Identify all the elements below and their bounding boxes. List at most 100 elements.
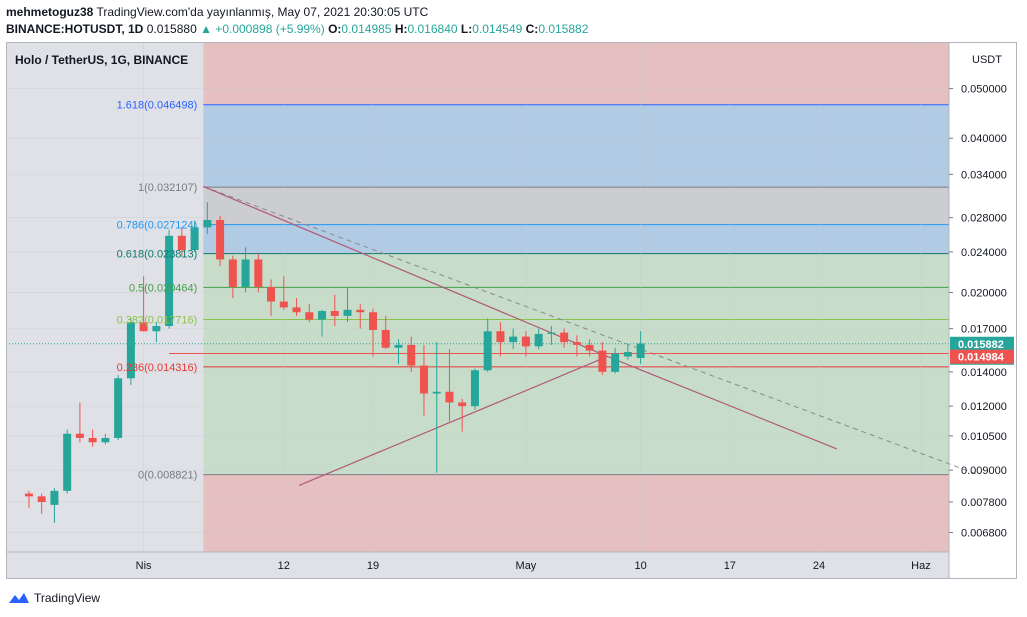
candle[interactable] bbox=[343, 286, 352, 323]
candle[interactable] bbox=[177, 227, 186, 257]
candle-body bbox=[228, 259, 237, 287]
candle[interactable] bbox=[636, 331, 645, 365]
candle[interactable] bbox=[63, 429, 72, 494]
candle[interactable] bbox=[458, 398, 467, 432]
candle[interactable] bbox=[190, 221, 199, 252]
candle[interactable] bbox=[381, 315, 390, 350]
candle-body bbox=[394, 344, 403, 348]
candle-body bbox=[152, 326, 161, 332]
fib-zone bbox=[203, 474, 949, 552]
close-label: C: bbox=[525, 22, 539, 36]
candle[interactable] bbox=[75, 402, 84, 443]
candle-body bbox=[24, 493, 33, 497]
fib-zone bbox=[203, 42, 949, 105]
candle[interactable] bbox=[203, 202, 212, 235]
candle-body bbox=[177, 235, 186, 251]
projected-trend-line[interactable] bbox=[607, 355, 838, 450]
candle-body bbox=[254, 259, 263, 287]
fib-level-label: 0.5(0.020464) bbox=[129, 282, 198, 294]
candle[interactable] bbox=[572, 335, 581, 357]
candle[interactable] bbox=[88, 429, 97, 447]
support-trend-line[interactable] bbox=[298, 355, 608, 487]
candle-body bbox=[37, 496, 46, 502]
candle[interactable] bbox=[356, 303, 365, 329]
symbol-info: BINANCE:HOTUSDT, 1D 0.015880 ▲ +0.000898… bbox=[6, 22, 588, 36]
candle-body bbox=[241, 259, 250, 287]
candle[interactable] bbox=[37, 493, 46, 514]
candle[interactable] bbox=[509, 328, 518, 350]
candle[interactable] bbox=[279, 276, 288, 310]
publish-info: mehmetoguz38 TradingView.com'da yayınlan… bbox=[6, 5, 428, 19]
candle-body bbox=[470, 370, 479, 407]
low-value: 0.014549 bbox=[472, 22, 523, 36]
candle[interactable] bbox=[216, 216, 225, 267]
candle-body bbox=[305, 312, 314, 320]
y-tick-label: 0.028000 bbox=[961, 213, 1007, 225]
candle[interactable] bbox=[50, 488, 59, 523]
candle[interactable] bbox=[101, 433, 110, 445]
price-tag-bg bbox=[950, 349, 1014, 364]
fib-level-label: 0.236(0.014316) bbox=[117, 362, 198, 374]
y-tick-label: 0.020000 bbox=[961, 287, 1007, 299]
candle[interactable] bbox=[470, 368, 479, 410]
candle[interactable] bbox=[534, 328, 543, 350]
candle-body bbox=[521, 336, 530, 347]
candle-body bbox=[623, 352, 632, 357]
y-tick-label: 0.040000 bbox=[961, 133, 1007, 145]
candle[interactable] bbox=[292, 298, 301, 316]
candle-body bbox=[75, 433, 84, 438]
candle[interactable] bbox=[24, 490, 33, 508]
candle[interactable] bbox=[521, 331, 530, 357]
candle[interactable] bbox=[139, 276, 148, 332]
candle[interactable] bbox=[369, 308, 378, 357]
candle-body bbox=[203, 219, 212, 228]
y-tick-label: 0.010500 bbox=[961, 431, 1007, 443]
footer: TradingView bbox=[8, 591, 100, 605]
candle[interactable] bbox=[419, 344, 428, 416]
candle[interactable] bbox=[483, 318, 492, 372]
candle[interactable] bbox=[318, 309, 327, 337]
candle-body bbox=[126, 322, 135, 379]
candle[interactable] bbox=[114, 375, 123, 441]
candle-body bbox=[369, 312, 378, 330]
candle[interactable] bbox=[445, 349, 454, 422]
candle[interactable] bbox=[407, 336, 416, 372]
candle[interactable] bbox=[394, 339, 403, 365]
candle[interactable] bbox=[598, 342, 607, 376]
chart-frame bbox=[6, 42, 1017, 579]
candle-body bbox=[458, 402, 467, 407]
candle[interactable] bbox=[547, 326, 556, 345]
candle[interactable] bbox=[585, 339, 594, 357]
fib-zone bbox=[203, 253, 949, 288]
candle[interactable] bbox=[330, 294, 339, 327]
candle[interactable] bbox=[611, 347, 620, 374]
candle[interactable] bbox=[496, 322, 505, 357]
candle-body bbox=[216, 219, 225, 260]
fib-level-label: 1(0.032107) bbox=[138, 182, 197, 194]
publisher-name: mehmetoguz38 bbox=[6, 5, 94, 19]
candle-body bbox=[190, 227, 199, 251]
price-chart[interactable]: 1.618(0.046498) 1(0.032107) 0.786(0.027124… bbox=[6, 42, 1017, 579]
open-label: O: bbox=[328, 22, 342, 36]
candle[interactable] bbox=[254, 253, 263, 293]
resistance-trend-line[interactable] bbox=[203, 185, 608, 358]
dashed-trend-line[interactable] bbox=[203, 186, 980, 476]
candle-body bbox=[483, 331, 492, 371]
y-tick-label: 0.017000 bbox=[961, 324, 1007, 336]
candle[interactable] bbox=[126, 318, 135, 385]
candle-body bbox=[88, 437, 97, 443]
candle[interactable] bbox=[305, 303, 314, 323]
candle[interactable] bbox=[241, 247, 250, 293]
candle[interactable] bbox=[267, 279, 276, 316]
close-value: 0.015882 bbox=[538, 22, 589, 36]
y-axis-unit: USDT bbox=[972, 54, 1002, 66]
candle[interactable] bbox=[165, 229, 174, 329]
candle-body bbox=[114, 378, 123, 438]
candle[interactable] bbox=[228, 255, 237, 299]
candle[interactable] bbox=[152, 322, 161, 343]
fib-level-label: 0(0.008821) bbox=[138, 470, 197, 482]
candle[interactable] bbox=[560, 328, 569, 348]
candle[interactable] bbox=[432, 342, 441, 473]
open-value: 0.014985 bbox=[341, 22, 392, 36]
candle[interactable] bbox=[623, 344, 632, 360]
